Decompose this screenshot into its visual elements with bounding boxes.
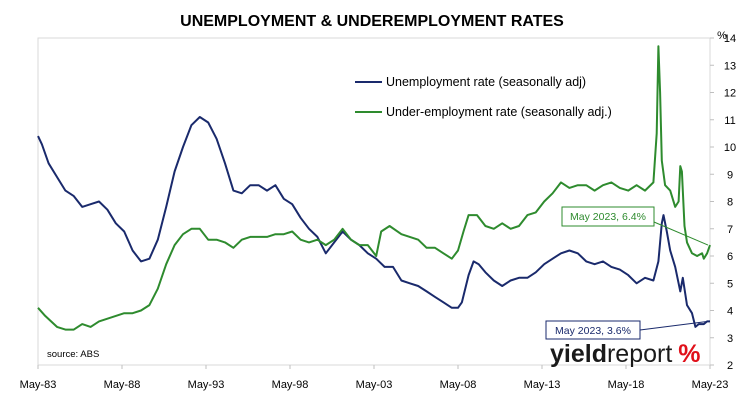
x-tick-label: May-98 bbox=[272, 379, 309, 391]
x-tick-label: May-93 bbox=[188, 379, 225, 391]
series-line-unemployment bbox=[37, 116, 710, 328]
chart-title: UNEMPLOYMENT & UNDEREMPLOYMENT RATES bbox=[180, 13, 564, 30]
yieldreport-logo: yieldreport% bbox=[550, 340, 701, 368]
legend-label-unemployment: Unemployment rate (seasonally adj) bbox=[386, 75, 586, 89]
x-tick-label: May-83 bbox=[20, 379, 57, 391]
annotation-box-underemployment bbox=[561, 206, 655, 227]
y-tick-label: 2 bbox=[727, 360, 733, 372]
y-tick-label: 5 bbox=[727, 278, 733, 290]
y-axis: 2 3 4 5 6 7 8 9 10 11 12 13 14 bbox=[710, 33, 736, 372]
y-tick-label: 4 bbox=[727, 306, 733, 318]
x-tick-label: May-03 bbox=[356, 379, 393, 391]
y-unit-label: % bbox=[717, 30, 727, 42]
x-tick-label: May-08 bbox=[440, 379, 477, 391]
legend: Unemployment rate (seasonally adj) Under… bbox=[355, 75, 612, 119]
y-tick-label: 11 bbox=[724, 115, 735, 127]
series-line-underemployment bbox=[37, 45, 711, 331]
annotation-underemployment: May 2023, 6.4% bbox=[561, 206, 709, 246]
x-tick-label: May-23 bbox=[692, 379, 729, 391]
y-tick-label: 6 bbox=[727, 251, 733, 263]
y-tick-label: 10 bbox=[724, 142, 736, 154]
y-tick-label: 3 bbox=[727, 333, 733, 345]
annotation-text-underemployment: May 2023, 6.4% bbox=[570, 211, 646, 223]
x-axis: May-83 May-88 May-93 May-98 May-03 May-08 May-… bbox=[20, 365, 729, 391]
x-tick-label: May-88 bbox=[104, 379, 141, 391]
y-tick-label: 8 bbox=[727, 197, 733, 209]
series-lines bbox=[37, 45, 711, 331]
legend-label-underemployment: Under-employment rate (seasonally adj.) bbox=[386, 105, 612, 119]
annotation-leader-underemployment bbox=[653, 221, 709, 246]
y-tick-label: 7 bbox=[727, 224, 733, 236]
annotation-text-unemployment: May 2023, 3.6% bbox=[555, 325, 631, 337]
source-note: source: ABS bbox=[47, 349, 99, 360]
y-tick-label: 14 bbox=[724, 33, 736, 45]
y-tick-label: 9 bbox=[727, 169, 733, 181]
annotation-unemployment: May 2023, 3.6% bbox=[545, 320, 709, 340]
x-tick-label: May-18 bbox=[608, 379, 645, 391]
logo-text: yieldreport% bbox=[550, 340, 701, 368]
y-tick-label: 13 bbox=[724, 60, 736, 72]
annotation-leader-unemployment bbox=[639, 320, 709, 331]
x-tick-label: May-13 bbox=[524, 379, 561, 391]
plot-area bbox=[37, 37, 711, 366]
y-tick-label: 12 bbox=[724, 88, 736, 100]
